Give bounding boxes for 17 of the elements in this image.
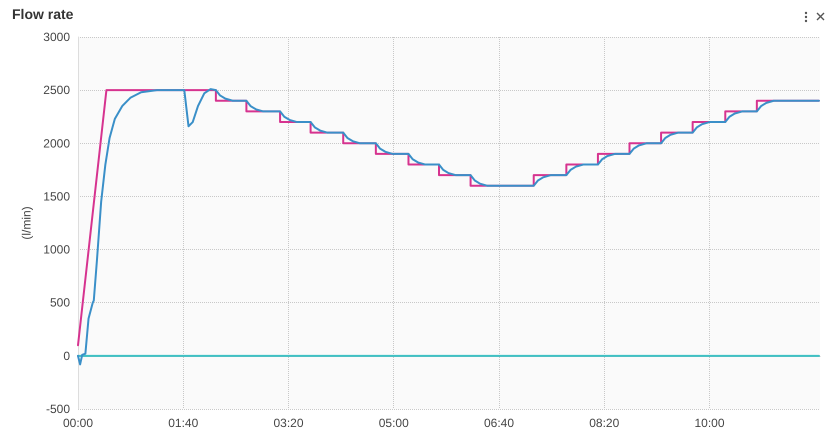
y-tick-label: -500 <box>46 402 70 416</box>
y-tick-label: 2000 <box>43 136 70 150</box>
y-tick-label: 1500 <box>43 189 70 204</box>
y-tick-label: 0 <box>63 348 70 363</box>
x-tick-label: 08:20 <box>589 416 620 430</box>
x-tick-label: 10:00 <box>694 416 725 430</box>
y-tick-label: 1000 <box>43 242 70 257</box>
y-axis-title: (l/min) <box>19 206 34 240</box>
x-tick-label: 05:00 <box>378 416 410 430</box>
y-tick-label: 3000 <box>43 30 70 44</box>
x-tick-label: 01:40 <box>168 416 199 430</box>
x-tick-label: 03:20 <box>273 416 304 430</box>
x-tick-label: 06:40 <box>484 416 514 430</box>
x-tick-label: 00:00 <box>62 416 94 430</box>
chart-title: Flow rate <box>12 6 74 22</box>
y-tick-label: 500 <box>50 296 70 310</box>
y-tick-label: 2500 <box>43 83 70 98</box>
